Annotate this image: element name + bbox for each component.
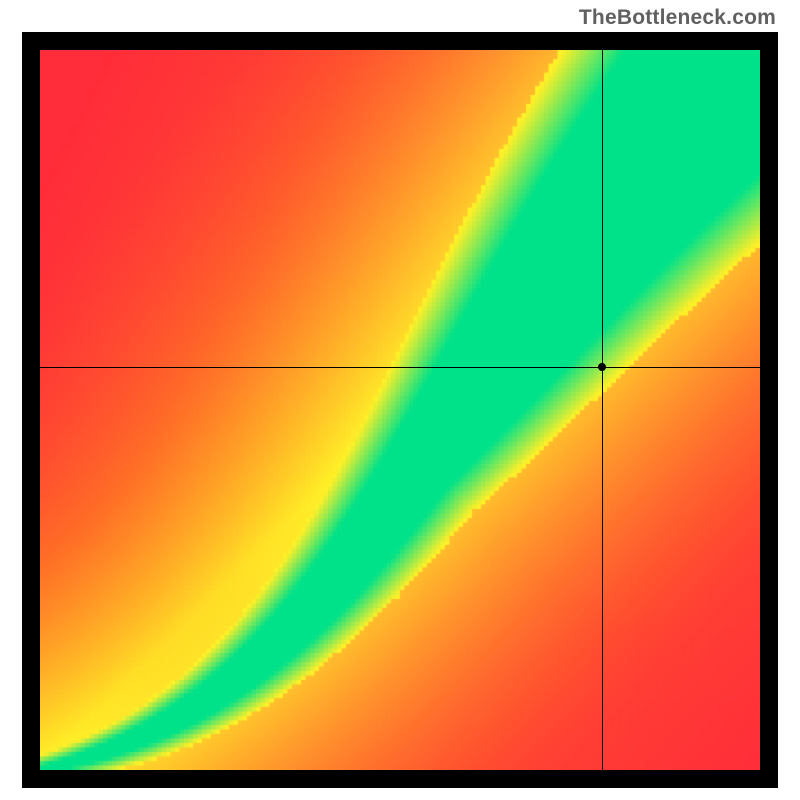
watermark-text: TheBottleneck.com <box>579 6 776 30</box>
crosshair-horizontal <box>40 367 760 368</box>
heatmap-canvas <box>40 50 760 770</box>
page-root: TheBottleneck.com <box>0 0 800 800</box>
plot-frame <box>22 32 778 788</box>
crosshair-vertical <box>602 50 603 770</box>
crosshair-marker <box>598 363 606 371</box>
